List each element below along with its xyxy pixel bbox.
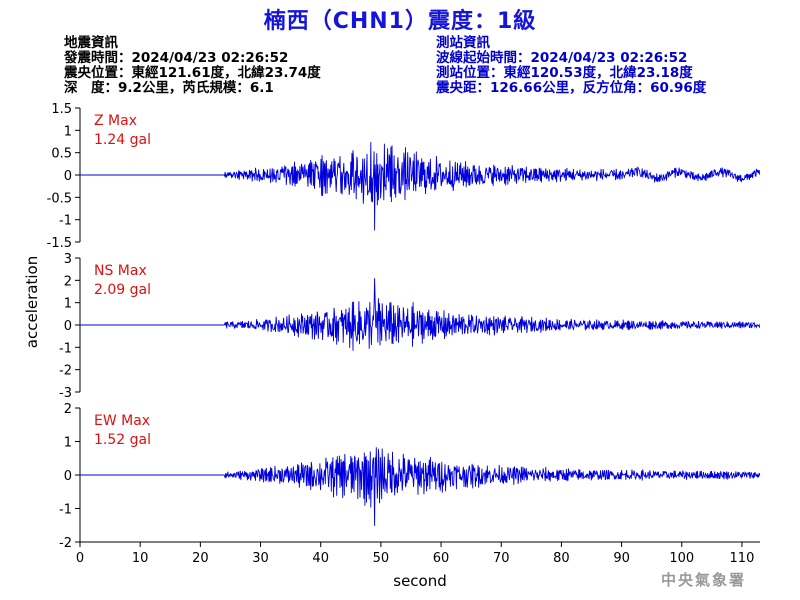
y-tick-label: 0.5 xyxy=(51,147,72,162)
panel-max-label: EW Max xyxy=(94,413,150,429)
quake-depth-magnitude: 深 度：9.2公里，芮氏規模：6.1 xyxy=(64,80,274,96)
station-distance-azimuth: 震央距：126.66公里，反方位角：60.96度 xyxy=(436,80,707,96)
x-tick-label: 90 xyxy=(613,551,630,566)
x-tick-label: 30 xyxy=(252,551,269,566)
station-wave-start: 波線起始時間：2024/04/23 02:26:52 xyxy=(436,50,688,66)
x-tick-label: 110 xyxy=(730,551,755,566)
station-info-heading: 測站資訊 xyxy=(436,35,490,51)
y-tick-label: -1 xyxy=(59,503,72,518)
y-tick-label: 2 xyxy=(64,274,72,289)
y-tick-label: -2 xyxy=(59,364,72,379)
panel-max-value: 1.24 gal xyxy=(94,132,151,148)
quake-epicenter: 震央位置：東經121.61度，北緯23.74度 xyxy=(64,65,321,81)
y-tick-label: 1.5 xyxy=(51,102,72,117)
waveform-trace xyxy=(80,447,761,526)
x-tick-label: 100 xyxy=(669,551,694,566)
y-tick-label: -3 xyxy=(59,386,72,401)
page-title: 楠西（CHN1）震度：1級 xyxy=(263,9,537,34)
panel-max-value: 1.52 gal xyxy=(94,432,151,448)
x-tick-label: 40 xyxy=(312,551,329,566)
quake-info-block: 地震資訊 發震時間：2024/04/23 02:26:52 震央位置：東經121… xyxy=(64,36,321,96)
x-tick-label: 60 xyxy=(433,551,450,566)
y-tick-label: 1 xyxy=(64,297,72,312)
y-axis-title: acceleration xyxy=(23,256,41,348)
y-tick-label: 2 xyxy=(64,402,72,417)
quake-time: 發震時間：2024/04/23 02:26:52 xyxy=(64,50,289,66)
x-tick-label: 80 xyxy=(553,551,570,566)
y-tick-label: -1.5 xyxy=(47,236,72,251)
waveform-trace xyxy=(80,142,761,231)
y-tick-label: 0 xyxy=(64,469,72,484)
x-axis-title: second xyxy=(393,572,447,590)
x-tick-label: 70 xyxy=(493,551,510,566)
y-tick-label: -1 xyxy=(59,214,72,229)
y-tick-label: 3 xyxy=(64,252,72,267)
panel-max-label: NS Max xyxy=(94,263,147,279)
x-tick-label: 50 xyxy=(373,551,390,566)
panel-max-label: Z Max xyxy=(94,113,137,129)
x-tick-label: 20 xyxy=(192,551,209,566)
x-tick-label: 10 xyxy=(132,551,149,566)
y-tick-label: 1 xyxy=(64,124,72,139)
station-location: 測站位置：東經120.53度，北緯23.18度 xyxy=(436,65,693,81)
panel-max-value: 2.09 gal xyxy=(94,282,151,298)
quake-info-heading: 地震資訊 xyxy=(64,35,118,51)
y-tick-label: 0 xyxy=(64,319,72,334)
waveform-trace xyxy=(80,278,761,351)
y-tick-label: 1 xyxy=(64,436,72,451)
station-info-block: 測站資訊 波線起始時間：2024/04/23 02:26:52 測站位置：東經1… xyxy=(436,36,706,96)
y-tick-label: -1 xyxy=(59,341,72,356)
x-tick-label: 0 xyxy=(76,551,84,566)
y-tick-label: 0 xyxy=(64,169,72,184)
y-tick-label: -2 xyxy=(59,536,72,551)
y-tick-label: -0.5 xyxy=(47,191,72,206)
cwa-watermark: 中央氣象署 xyxy=(660,571,746,589)
